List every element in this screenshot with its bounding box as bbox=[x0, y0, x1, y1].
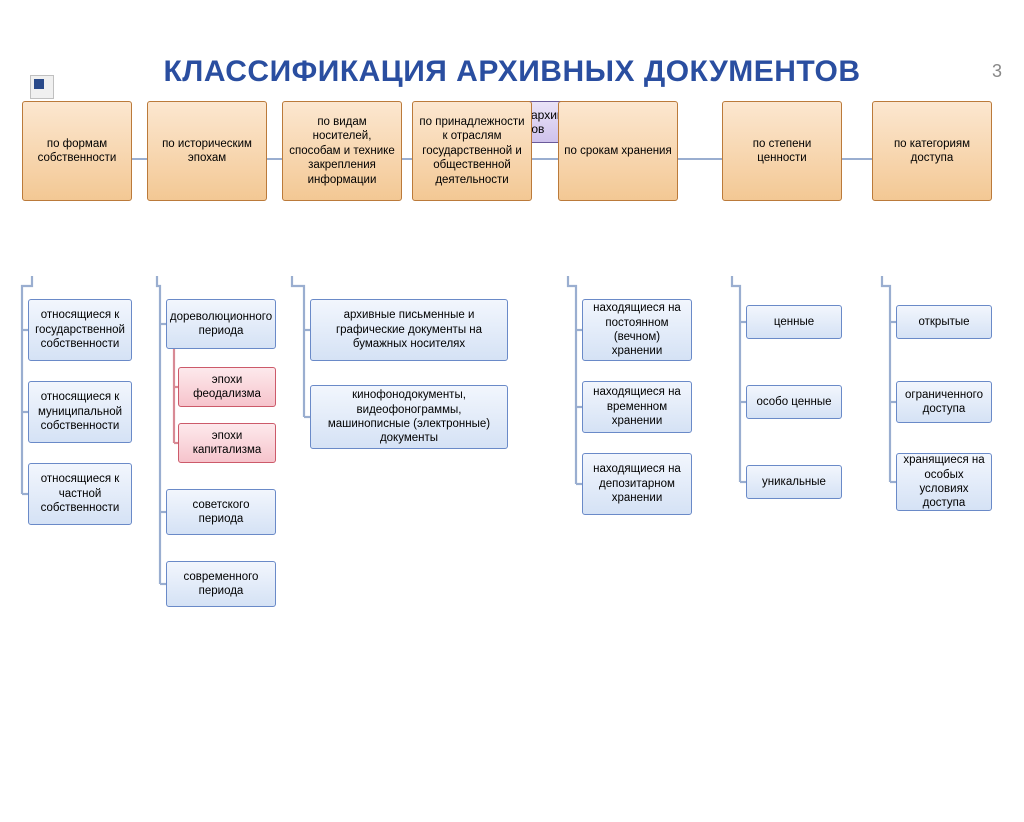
category-node-branch: по принадлежности к отраслям государстве… bbox=[412, 101, 532, 201]
page-title: КЛАССИФИКАЦИЯ АРХИВНЫХ ДОКУМЕНТОВ bbox=[0, 55, 1024, 89]
leaf-node: хранящиеся на особых условиях доступа bbox=[896, 453, 992, 511]
leaf-node: эпохи капитализма bbox=[178, 423, 276, 463]
category-node-terms: по срокам хранения bbox=[558, 101, 678, 201]
leaf-node: находящиеся на временном хранении bbox=[582, 381, 692, 433]
leaf-node: относящиеся к государственной собственно… bbox=[28, 299, 132, 361]
slide-bullet-decoration bbox=[30, 75, 54, 104]
leaf-node: современного периода bbox=[166, 561, 276, 607]
leaf-node: открытые bbox=[896, 305, 992, 339]
leaf-node: особо ценные bbox=[746, 385, 842, 419]
category-node-value: по степени ценности bbox=[722, 101, 842, 201]
leaf-node: советского периода bbox=[166, 489, 276, 535]
leaf-node: находящиеся на депозитарном хранении bbox=[582, 453, 692, 515]
leaf-node: относящиеся к частной собственности bbox=[28, 463, 132, 525]
leaf-node: дореволюционного периода bbox=[166, 299, 276, 349]
leaf-node: ценные bbox=[746, 305, 842, 339]
leaf-node: уникальные bbox=[746, 465, 842, 499]
category-node-epochs: по историческим эпохам bbox=[147, 101, 267, 201]
leaf-node: архивные письменные и графические докуме… bbox=[310, 299, 508, 361]
category-node-media: по видам носителей, способам и технике з… bbox=[282, 101, 402, 201]
leaf-node: эпохи феодализма bbox=[178, 367, 276, 407]
page-number: 3 bbox=[992, 61, 1002, 82]
leaf-node: кинофонодокументы, видеофонограммы, маши… bbox=[310, 385, 508, 449]
category-node-forms: по формам собственности bbox=[22, 101, 132, 201]
leaf-node: относящиеся к муниципальной собственност… bbox=[28, 381, 132, 443]
leaf-node: ограниченного доступа bbox=[896, 381, 992, 423]
leaf-node: находящиеся на постоянном (вечном) хране… bbox=[582, 299, 692, 361]
category-node-access: по категориям доступа bbox=[872, 101, 992, 201]
